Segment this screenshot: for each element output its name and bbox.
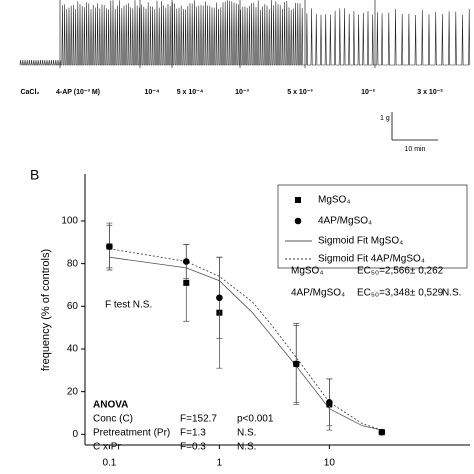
- point: [292, 360, 300, 368]
- legend-box: [277, 184, 468, 269]
- y-tick-label: 20: [67, 386, 79, 397]
- scale-bar: [391, 112, 438, 141]
- fit-line: [109, 256, 382, 431]
- x-tick-label: 10: [324, 458, 336, 469]
- f-test: F test N.S.: [105, 300, 152, 311]
- anova-cell: Conc (C): [93, 414, 133, 425]
- point: [326, 399, 333, 406]
- dose-label: CaCl₂: [20, 89, 39, 96]
- legend-marker: [295, 197, 301, 203]
- x-tick-label: 1: [217, 458, 223, 469]
- point: [183, 279, 190, 286]
- anova-title: ANOVA: [93, 400, 128, 411]
- dose-label: 5 x 10⁻³: [287, 89, 313, 96]
- y-tick-label: 60: [67, 301, 79, 312]
- dose-label: 10⁻⁴: [145, 89, 160, 96]
- y-tick-label: 0: [72, 429, 78, 440]
- scale-label: 10 min: [404, 146, 425, 153]
- dose-label: 10⁻³: [235, 89, 249, 96]
- anova-cell: F=0.3: [180, 442, 206, 453]
- legend-label: Sigmoid Fit 4AP/MgSO₄: [318, 254, 425, 265]
- y-tick-label: 80: [67, 258, 79, 269]
- y-label: frequency (% of controls): [40, 249, 52, 371]
- point: [182, 258, 190, 265]
- ec50-value: EC₅₀=3,348± 0,529: [357, 288, 444, 299]
- y-tick-label: 100: [61, 216, 78, 227]
- x-tick-label: 0.1: [102, 458, 116, 469]
- scale-label: 1 g: [380, 115, 390, 122]
- fit-line: [109, 248, 382, 431]
- anova-cell: F=1.3: [180, 428, 206, 439]
- ec50-name: 4AP/MgSO₄: [291, 288, 345, 299]
- legend-label: MgSO₄: [318, 195, 350, 206]
- point: [216, 294, 223, 302]
- anova-cell: C x Pr: [93, 442, 121, 453]
- y-tick-label: 40: [67, 344, 79, 355]
- ec50-value: EC₅₀=2,566± 0,262: [357, 266, 444, 277]
- anova-cell: N.S.: [237, 428, 256, 439]
- trace: [19, 0, 471, 66]
- point: [106, 243, 113, 250]
- dose-label: 4-AP (10⁻³ M): [56, 89, 100, 96]
- panel-label: B: [30, 167, 39, 183]
- anova-cell: N.S.: [237, 442, 256, 453]
- dose-label: 5 x 10⁻⁴: [177, 89, 204, 96]
- dose-label: 10⁻²: [361, 89, 375, 96]
- point: [378, 428, 386, 436]
- dose-label: 3 x 10⁻²: [417, 89, 443, 96]
- legend-label: Sigmoid Fit MgSO₄: [318, 236, 403, 247]
- ec50-note: N.S.: [442, 288, 461, 299]
- anova-cell: p<0.001: [237, 414, 274, 425]
- legend-marker: [294, 217, 302, 225]
- legend-label: 4AP/MgSO₄: [318, 216, 372, 227]
- ec50-name: MgSO₄: [291, 266, 323, 277]
- anova-cell: Pretreatment (Pr): [93, 428, 170, 439]
- anova-cell: F=152.7: [180, 414, 217, 425]
